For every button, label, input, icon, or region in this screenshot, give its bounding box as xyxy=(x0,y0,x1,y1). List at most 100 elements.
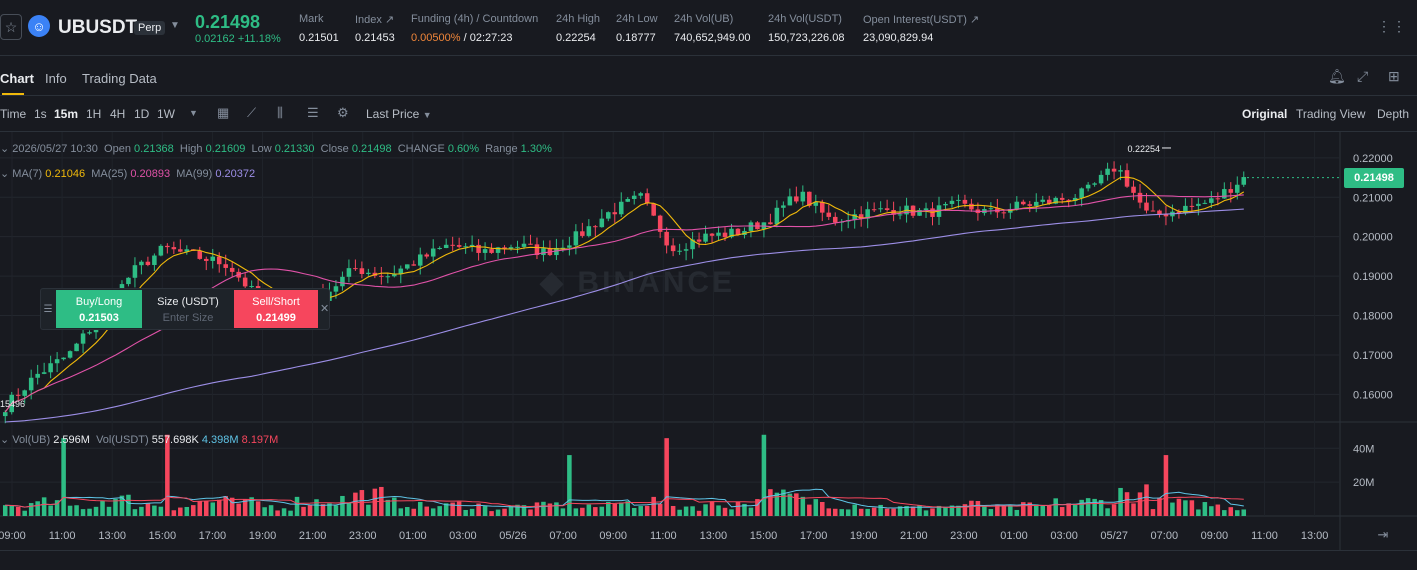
volume-bar xyxy=(800,496,806,516)
interval-1s[interactable]: 1s xyxy=(34,107,47,121)
view-original[interactable]: Original xyxy=(1242,107,1288,121)
candle-body xyxy=(729,228,734,238)
chart-area[interactable]: ◆ BINANCE 0.22000 0.21000 0.20000 0.19000 0.… xyxy=(0,132,1417,550)
candle-body xyxy=(508,247,514,249)
candle-body xyxy=(346,268,352,277)
volume-bar xyxy=(450,502,455,516)
candle-body xyxy=(1027,204,1033,206)
volume-bar xyxy=(794,493,799,516)
candle-body xyxy=(392,274,397,277)
candle-body xyxy=(703,233,708,242)
price-type-label: Last Price xyxy=(366,107,420,121)
volume-bar xyxy=(884,508,890,516)
expand-icon[interactable]: ⤢ xyxy=(1357,68,1369,84)
low-marker-label: 15496 xyxy=(0,399,25,409)
candle-body xyxy=(463,246,468,248)
favorite-star-icon[interactable]: ☆ xyxy=(0,14,22,40)
view-depth[interactable]: Depth xyxy=(1377,107,1410,121)
candle-body xyxy=(28,377,34,391)
symbol-name[interactable]: UBUSDT xyxy=(58,17,138,38)
candle-body xyxy=(677,250,682,252)
candle-body xyxy=(1092,183,1097,185)
candle-body xyxy=(586,226,592,236)
time-tick-label: 11:00 xyxy=(1251,530,1278,542)
price-chart-canvas[interactable]: ◆ BINANCE 0.220000.210000.200000.190000.… xyxy=(0,132,1417,550)
drag-handle-icon[interactable]: ☰ xyxy=(43,303,53,315)
candle-body xyxy=(949,200,955,204)
volume-bar xyxy=(476,503,481,516)
open-interest-label[interactable]: Open Interest(USDT) ↗ xyxy=(863,14,980,26)
close-icon[interactable]: ✕ xyxy=(320,303,330,315)
volume-bar xyxy=(599,506,605,516)
candle-body xyxy=(203,258,209,261)
symbol-dropdown-chevron-down-icon[interactable]: ▼ xyxy=(170,20,180,31)
time-tick-label: 09:00 xyxy=(0,530,26,542)
buy-long-button[interactable]: Buy/Long 0.21503 xyxy=(56,290,142,328)
volume-bar xyxy=(865,508,870,516)
interval-time[interactable]: Time xyxy=(0,107,27,121)
price-type-select[interactable]: Last Price ▼ xyxy=(366,107,432,121)
volume-bar xyxy=(670,505,676,516)
candle-body xyxy=(1235,184,1240,193)
candle-body xyxy=(132,265,138,278)
legend-change: 0.60% xyxy=(447,143,480,155)
grid-layout-icon[interactable]: ⊞ xyxy=(1388,68,1400,84)
candle-body xyxy=(735,228,741,236)
view-trading-view[interactable]: Trading View xyxy=(1296,107,1366,121)
gear-icon[interactable]: ⚙ xyxy=(337,105,349,120)
volume-bar xyxy=(982,505,987,516)
tab-chart[interactable]: Chart xyxy=(0,71,34,86)
ma-collapse-chevron-icon[interactable]: ⌄ xyxy=(0,168,10,180)
sell-short-button[interactable]: Sell/Short 0.21499 xyxy=(234,290,318,328)
volume-bar xyxy=(1111,504,1117,516)
vol-ub-24h-label: 24h Vol(UB) xyxy=(674,13,734,25)
calendar-icon[interactable]: ▦ xyxy=(217,105,230,120)
more-options-icon[interactable]: ⋮⋮ xyxy=(1377,18,1407,34)
candle-body xyxy=(359,268,365,275)
legend-collapse-chevron-icon[interactable]: ⌄ xyxy=(0,143,10,155)
tab-trading-data[interactable]: Trading Data xyxy=(82,71,157,86)
watermark-text: ◆ BINANCE xyxy=(539,266,735,299)
candle-type-icon[interactable]: ⫼ xyxy=(277,105,283,120)
interval-1h[interactable]: 1H xyxy=(86,107,102,121)
interval-1d[interactable]: 1D xyxy=(134,107,150,121)
tab-info[interactable]: Info xyxy=(45,71,67,86)
candle-body xyxy=(580,231,585,236)
volume-bar xyxy=(437,506,442,516)
interval-15m[interactable]: 15m xyxy=(54,107,79,121)
interval-1w[interactable]: 1W xyxy=(157,107,175,121)
candle-body xyxy=(1001,212,1007,214)
volume-bar xyxy=(1215,504,1221,516)
interval-dropdown-chevron-down-icon[interactable]: ▼ xyxy=(189,108,198,118)
candle-body xyxy=(768,222,773,225)
size-input[interactable]: Size (USDT) Enter Size xyxy=(142,290,234,328)
indicator-icon[interactable]: ⟋ xyxy=(247,105,257,120)
candle-body xyxy=(1066,199,1071,201)
candle-body xyxy=(807,191,812,206)
settings-list-icon[interactable]: ☰ xyxy=(307,105,319,120)
volume-bar xyxy=(1033,504,1039,516)
volume-bar xyxy=(417,501,423,516)
bell-icon[interactable]: 🔔︎ xyxy=(1328,68,1346,84)
time-tick-label: 19:00 xyxy=(850,530,878,542)
coin-logo-icon: ☺ xyxy=(28,15,50,37)
volume-bar xyxy=(515,504,520,516)
volume-bar xyxy=(1163,455,1169,516)
candle-body xyxy=(450,244,455,246)
candle-body xyxy=(171,247,177,250)
interval-4h[interactable]: 4H xyxy=(110,107,126,121)
volume-bar xyxy=(768,489,773,516)
volume-bar xyxy=(74,505,79,516)
volume-bar xyxy=(262,507,267,516)
current-price-marker: 0.21498 xyxy=(1344,167,1404,188)
volume-bar xyxy=(949,505,955,516)
candle-body xyxy=(1111,168,1117,172)
time-tick-label: 15:00 xyxy=(149,530,177,542)
vol-ma-a-value: 4.398M xyxy=(201,434,239,446)
volume-bar xyxy=(67,505,73,516)
vol-collapse-chevron-icon[interactable]: ⌄ xyxy=(0,434,10,446)
candle-body xyxy=(631,195,637,199)
index-price-label[interactable]: Index ↗ xyxy=(355,14,395,26)
candle-body xyxy=(67,351,73,358)
candle-body xyxy=(489,249,494,253)
